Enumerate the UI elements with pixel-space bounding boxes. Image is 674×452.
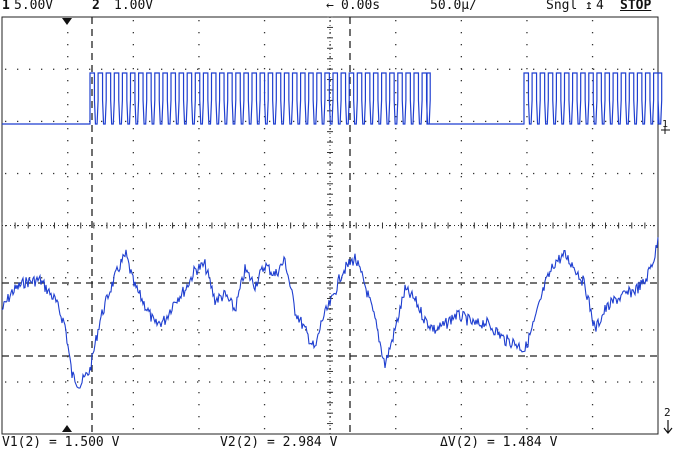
timebase-value: 50.0µ/ (430, 0, 477, 13)
ch1-ground-icon (661, 126, 670, 134)
ch2-offscreen-arrow-icon (663, 420, 673, 434)
acquisition-mode: Sngl (546, 0, 578, 13)
trigger-position-marker-bottom (62, 425, 72, 432)
ch2-ground-marker: 2 (664, 406, 671, 419)
cursor-v2-readout: V2(2) = 2.984 V (220, 435, 338, 450)
trigger-source: 4 (596, 0, 604, 13)
graticule (1, 16, 659, 435)
channel2-trace (1, 237, 659, 389)
trigger-edge-icon: ↥ (585, 0, 593, 13)
channel1-trace (2, 72, 663, 125)
channel2-scale: 1.00V (114, 0, 154, 13)
channel1-scale: 5.00V (14, 0, 54, 13)
status-bar: 1 5.00V 2 1.00V ← 0.00s 50.0µ/ Sngl ↥ 4 … (0, 0, 674, 17)
run-state: STOP (620, 0, 652, 13)
cursor-readout: V1(2) = 1.500 V V2(2) = 2.984 V ΔV(2) = … (0, 434, 674, 452)
trigger-position-marker-top (62, 18, 72, 25)
channel1-label: 1 (2, 0, 10, 13)
ch1-ground-marker: 1 (662, 119, 668, 130)
channel2-label: 2 (92, 0, 100, 13)
cursor-delta-readout: ΔV(2) = 1.484 V (440, 435, 558, 450)
delay-arrow-icon: ← (326, 0, 334, 13)
cursor-v1-readout: V1(2) = 1.500 V (2, 435, 120, 450)
delay-value: 0.00s (341, 0, 381, 13)
